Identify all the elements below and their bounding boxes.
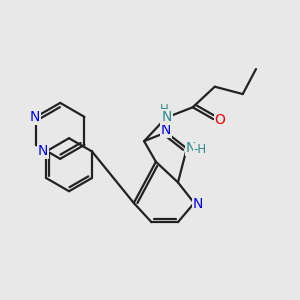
- Text: N: N: [193, 196, 203, 211]
- Text: N: N: [38, 145, 48, 158]
- Text: H: H: [160, 103, 168, 116]
- Text: O: O: [214, 113, 225, 127]
- Text: -H: -H: [194, 143, 207, 157]
- Text: N: N: [161, 123, 171, 137]
- Text: N: N: [162, 110, 172, 124]
- Text: N: N: [186, 141, 196, 155]
- Text: N: N: [29, 110, 40, 124]
